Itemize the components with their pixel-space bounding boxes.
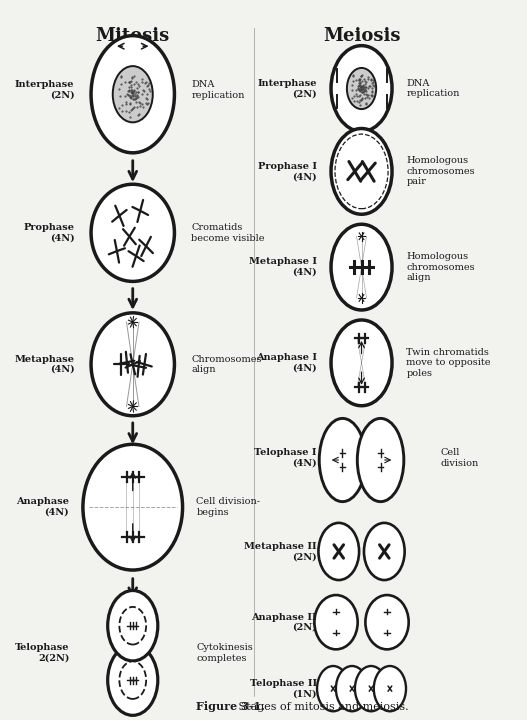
Text: Mitosis: Mitosis [95,27,170,45]
Text: Anaphase I
(4N): Anaphase I (4N) [256,353,317,372]
Text: Figure 3-1.: Figure 3-1. [196,701,265,711]
Ellipse shape [331,129,392,215]
Ellipse shape [318,523,359,580]
Ellipse shape [357,418,404,502]
Text: Prophase
(4N): Prophase (4N) [23,223,74,243]
Ellipse shape [355,666,387,711]
Text: Metaphase I
(4N): Metaphase I (4N) [249,258,317,276]
Text: Telophase
2(2N): Telophase 2(2N) [15,643,69,662]
Ellipse shape [336,666,368,711]
Text: Metaphase II
(2N): Metaphase II (2N) [244,541,317,561]
Text: Interphase
(2N): Interphase (2N) [15,80,74,99]
Text: Anaphase II
(2N): Anaphase II (2N) [251,613,317,632]
Ellipse shape [119,607,146,644]
Text: Telophase I
(4N): Telophase I (4N) [255,448,317,467]
Text: Homologous
chromosomes
pair: Homologous chromosomes pair [406,156,475,186]
Ellipse shape [108,645,158,716]
Ellipse shape [317,666,349,711]
Ellipse shape [347,68,376,109]
Text: Anaphase
(4N): Anaphase (4N) [16,498,69,517]
Ellipse shape [319,418,366,502]
Text: Prophase I
(4N): Prophase I (4N) [258,162,317,181]
Text: Cromatids
become visible: Cromatids become visible [191,223,265,243]
Ellipse shape [365,595,408,649]
Text: Cytokinesis
completes: Cytokinesis completes [196,643,253,662]
Ellipse shape [331,320,392,406]
Text: DNA
replication: DNA replication [191,80,245,99]
Text: Cell division-
begins: Cell division- begins [196,498,260,517]
Text: Telophase II
(1N): Telophase II (1N) [250,679,317,698]
Ellipse shape [91,36,174,153]
Ellipse shape [91,184,174,282]
Ellipse shape [331,224,392,310]
Text: Cell
division: Cell division [441,448,479,467]
Ellipse shape [91,313,174,415]
Ellipse shape [113,66,153,122]
Ellipse shape [315,595,358,649]
Text: DNA
replication: DNA replication [406,78,460,98]
Text: Chromosomes
align: Chromosomes align [191,354,262,374]
Ellipse shape [119,662,146,699]
Ellipse shape [83,444,182,570]
Ellipse shape [108,590,158,661]
Ellipse shape [374,666,406,711]
Text: Interphase
(2N): Interphase (2N) [257,78,317,98]
Text: Stages of mitosis and meiosis.: Stages of mitosis and meiosis. [236,701,409,711]
Text: Twin chromatids
move to opposite
poles: Twin chromatids move to opposite poles [406,348,491,378]
Text: Metaphase
(4N): Metaphase (4N) [14,354,74,374]
Text: Meiosis: Meiosis [323,27,401,45]
Ellipse shape [331,45,392,131]
Text: Homologous
chromosomes
align: Homologous chromosomes align [406,252,475,282]
Ellipse shape [364,523,405,580]
